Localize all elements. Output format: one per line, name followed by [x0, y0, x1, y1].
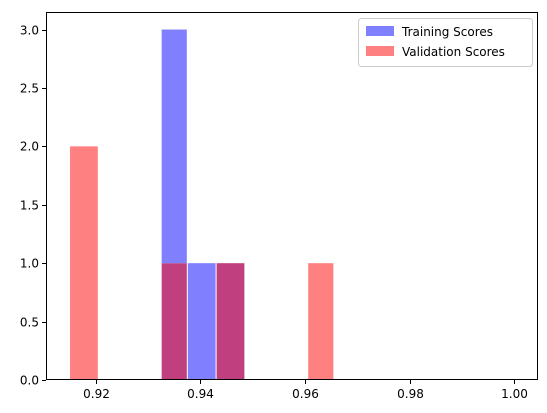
legend-swatch-validation [366, 46, 394, 56]
y-tick-label: 1.0 [20, 257, 39, 271]
training-bar-0 [161, 29, 187, 264]
legend-label-training: Training Scores [401, 25, 493, 39]
y-tick-label: 3.0 [20, 24, 39, 38]
y-tick-label: 0.0 [20, 374, 39, 388]
training-bar-1 [187, 263, 216, 380]
legend-box [358, 18, 533, 67]
validation-bar-3 [308, 263, 334, 380]
validation-bar-0 [70, 146, 98, 380]
bars-layer [70, 29, 334, 380]
y-tick-label: 2.0 [20, 140, 39, 154]
x-tick-label: 0.92 [83, 387, 110, 401]
legend: Training Scores Validation Scores [358, 18, 533, 67]
x-tick-label: 0.94 [187, 387, 214, 401]
overlap-bar-2 [216, 263, 245, 380]
x-tick-label: 1.00 [501, 387, 528, 401]
legend-label-validation: Validation Scores [402, 45, 505, 59]
overlap-bar-0 [161, 263, 187, 380]
y-tick-label: 1.5 [20, 199, 39, 213]
y-tick-label: 2.5 [20, 82, 39, 96]
x-axis: 0.92 0.94 0.96 0.98 1.00 [83, 380, 528, 401]
x-tick-label: 0.98 [397, 387, 424, 401]
y-tick-label: 0.5 [20, 316, 39, 330]
y-axis: 0.0 0.5 1.0 1.5 2.0 2.5 3.0 [20, 24, 46, 388]
legend-swatch-training [366, 26, 394, 36]
plot-frame [46, 12, 538, 380]
x-tick-label: 0.96 [292, 387, 319, 401]
